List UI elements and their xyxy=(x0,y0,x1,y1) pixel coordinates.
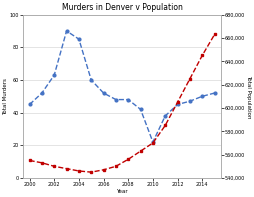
X-axis label: Year: Year xyxy=(116,189,127,193)
Y-axis label: Total Murders: Total Murders xyxy=(4,78,8,115)
Title: Murders in Denver v Population: Murders in Denver v Population xyxy=(61,4,182,12)
Y-axis label: Total Population: Total Population xyxy=(246,74,250,118)
